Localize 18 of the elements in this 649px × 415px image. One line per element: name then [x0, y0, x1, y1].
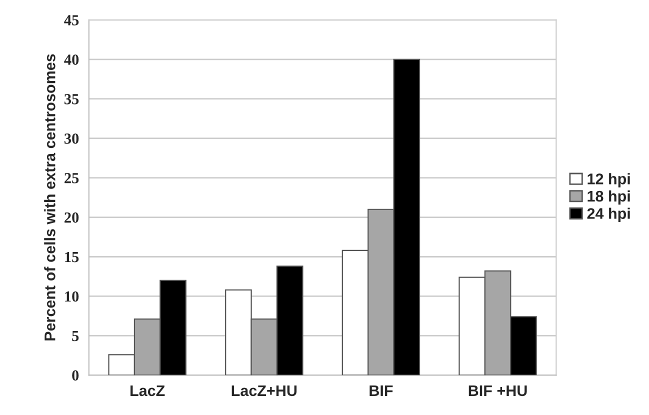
y-axis-title: Percent of cells with extra centrosomes — [44, 54, 56, 340]
x-tick-label: BIF +HU — [468, 385, 527, 396]
y-tick-label: 25 — [64, 172, 79, 184]
legend-label: 24 hpi — [587, 208, 630, 222]
y-tick-label: 0 — [72, 370, 79, 381]
y-tick-label: 45 — [64, 15, 79, 26]
x-tick-label: LacZ+HU — [232, 385, 297, 396]
legend-label: 18 hpi — [588, 190, 630, 205]
y-tick-label: 5 — [72, 330, 79, 342]
y-tick-label: 35 — [64, 94, 79, 104]
y-tick-label: 10 — [65, 291, 79, 302]
x-tick-label: BIF — [370, 385, 393, 396]
legend-label: 12 hpi — [588, 173, 630, 188]
y-tick-label: 40 — [64, 54, 79, 65]
x-tick-label: LacZ — [130, 385, 165, 396]
y-tick-label: 30 — [64, 133, 79, 144]
y-tick-label: 15 — [65, 252, 79, 262]
y-tick-label: 20 — [64, 212, 79, 223]
